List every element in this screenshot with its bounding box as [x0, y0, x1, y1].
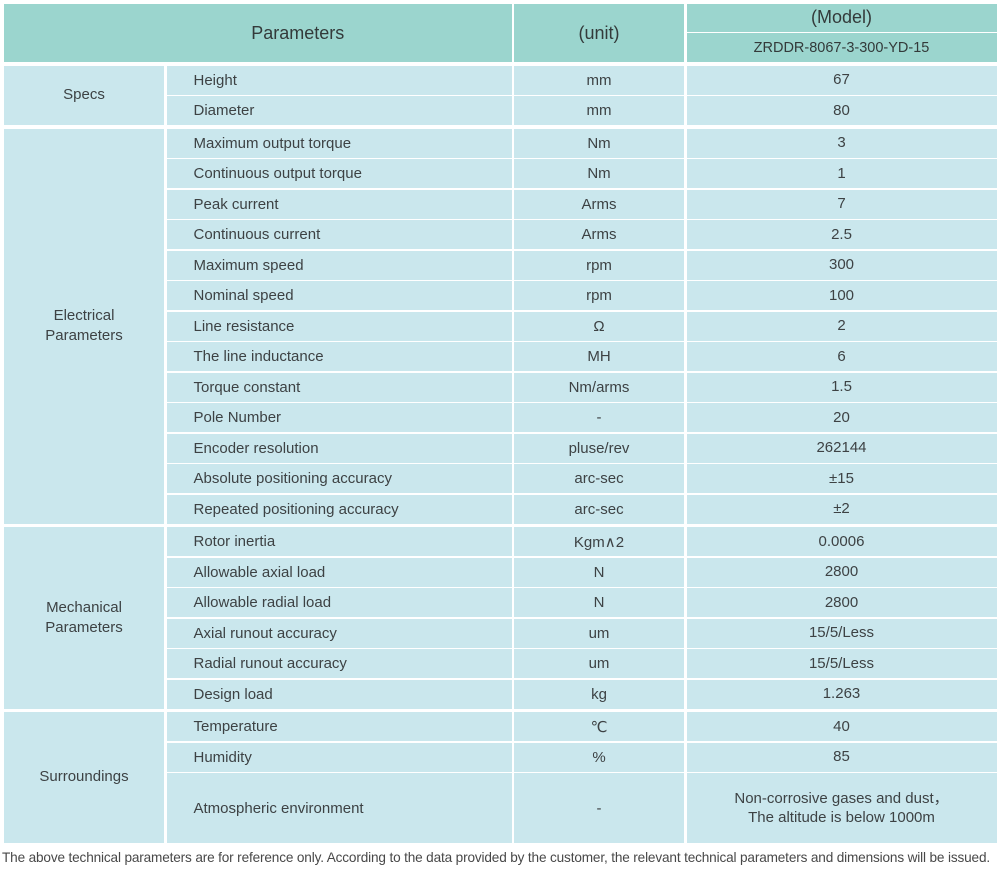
- param-value: 0.0006: [686, 527, 997, 556]
- param-unit: Arms: [514, 220, 684, 249]
- param-value: 20: [686, 403, 997, 432]
- param-value: 7: [686, 189, 997, 219]
- category-label-surroundings: Surroundings: [4, 712, 164, 843]
- param-unit: %: [514, 742, 684, 772]
- param-value: Non-corrosive gases and dust， The altitu…: [686, 773, 997, 843]
- param-value: 15/5/Less: [686, 649, 997, 678]
- param-name: Rotor inertia: [166, 527, 512, 556]
- table-header: Parameters (unit) (Model) ZRDDR-8067-3-3…: [4, 4, 997, 62]
- spec-table: Parameters (unit) (Model) ZRDDR-8067-3-3…: [4, 4, 997, 843]
- param-unit: mm: [514, 96, 684, 125]
- param-name: Encoder resolution: [166, 433, 512, 463]
- param-value: 67: [686, 65, 997, 95]
- header-model-value: ZRDDR-8067-3-300-YD-15: [686, 33, 997, 62]
- param-value: 85: [686, 742, 997, 772]
- param-unit: Kgm∧2: [514, 527, 684, 556]
- param-unit: rpm: [514, 250, 684, 280]
- param-unit: mm: [514, 65, 684, 95]
- param-name: Diameter: [166, 96, 512, 125]
- category-label-electrical-parameters: Electrical Parameters: [4, 128, 164, 524]
- param-unit: N: [514, 557, 684, 587]
- param-value: 2800: [686, 557, 997, 587]
- category-label-mechanical-parameters: Mechanical Parameters: [4, 527, 164, 709]
- header-model-stack: (Model) ZRDDR-8067-3-300-YD-15: [686, 4, 997, 62]
- param-unit: N: [514, 588, 684, 617]
- section-surroundings: Surroundings Temperature ℃ 40 Humidity% 85 Atm…: [4, 712, 997, 843]
- param-name: Temperature: [166, 712, 512, 741]
- param-unit: Arms: [514, 189, 684, 219]
- param-unit: -: [514, 773, 684, 843]
- param-value: 2: [686, 311, 997, 341]
- param-name: Allowable radial load: [166, 588, 512, 617]
- param-value: 3: [686, 128, 997, 158]
- param-value: 1.263: [686, 679, 997, 709]
- param-unit: Nm: [514, 128, 684, 158]
- param-name: Radial runout accuracy: [166, 649, 512, 678]
- param-unit: -: [514, 403, 684, 432]
- param-value: 15/5/Less: [686, 618, 997, 648]
- param-unit: arc-sec: [514, 464, 684, 493]
- param-value: 40: [686, 712, 997, 741]
- param-name: Repeated positioning accuracy: [166, 494, 512, 524]
- category-label-specs: Specs: [4, 65, 164, 125]
- param-unit: rpm: [514, 281, 684, 310]
- header-model-label: (Model): [686, 4, 997, 32]
- param-name: Pole Number: [166, 403, 512, 432]
- param-name: Atmospheric environment: [166, 773, 512, 843]
- param-value: ±15: [686, 464, 997, 493]
- param-unit: Nm/arms: [514, 372, 684, 402]
- param-name: Continuous current: [166, 220, 512, 249]
- param-name: Height: [166, 65, 512, 95]
- param-name: Design load: [166, 679, 512, 709]
- param-value: 80: [686, 96, 997, 125]
- param-name: Torque constant: [166, 372, 512, 402]
- param-name: Maximum output torque: [166, 128, 512, 158]
- section-mechanical-parameters: Mechanical Parameters Rotor inertia Kgm∧2 0…: [4, 527, 997, 709]
- param-unit: um: [514, 649, 684, 678]
- param-unit: ℃: [514, 712, 684, 741]
- param-value: 262144: [686, 433, 997, 463]
- param-unit: MH: [514, 342, 684, 371]
- header-unit-label: (unit): [514, 4, 684, 62]
- table-body: Specs Height mm 67 Diameter mm 80 Electrical Pa…: [4, 65, 997, 843]
- param-value: 2.5: [686, 220, 997, 249]
- section-specs: Specs Height mm 67 Diameter mm 80: [4, 65, 997, 125]
- param-unit: Nm: [514, 159, 684, 188]
- param-value: 1.5: [686, 372, 997, 402]
- param-value: 100: [686, 281, 997, 310]
- param-value: 1: [686, 159, 997, 188]
- param-value: 2800: [686, 588, 997, 617]
- section-electrical-parameters: Electrical Parameters Maximum output torq…: [4, 128, 997, 524]
- param-unit: arc-sec: [514, 494, 684, 524]
- param-name: Continuous output torque: [166, 159, 512, 188]
- param-value: ±2: [686, 494, 997, 524]
- param-value: 6: [686, 342, 997, 371]
- param-name: The line inductance: [166, 342, 512, 371]
- param-name: Peak current: [166, 189, 512, 219]
- param-name: Maximum speed: [166, 250, 512, 280]
- param-name: Axial runout accuracy: [166, 618, 512, 648]
- header-parameters-label: Parameters: [4, 4, 512, 62]
- footer-note: The above technical parameters are for r…: [2, 850, 990, 865]
- param-name: Nominal speed: [166, 281, 512, 310]
- param-unit: Ω: [514, 311, 684, 341]
- param-name: Allowable axial load: [166, 557, 512, 587]
- param-name: Line resistance: [166, 311, 512, 341]
- param-unit: kg: [514, 679, 684, 709]
- param-unit: um: [514, 618, 684, 648]
- param-name: Absolute positioning accuracy: [166, 464, 512, 493]
- param-name: Humidity: [166, 742, 512, 772]
- param-unit: pluse/rev: [514, 433, 684, 463]
- param-value: 300: [686, 250, 997, 280]
